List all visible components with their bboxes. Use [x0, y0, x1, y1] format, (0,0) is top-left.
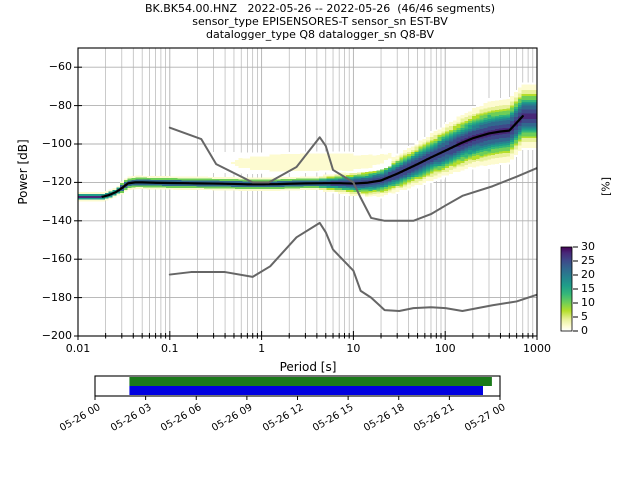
- x-tick-label: 1: [258, 342, 266, 355]
- y-tick-label: −120: [41, 175, 72, 189]
- colorbar-tick-label: 10: [581, 296, 595, 309]
- x-tick-label: 10: [346, 342, 361, 355]
- plot-background: [78, 48, 537, 336]
- ppsd-curves: [101, 115, 537, 313]
- x-tick-label: 0.01: [65, 342, 91, 355]
- colorbar-ticks: [573, 246, 578, 332]
- colorbar-tick-label: 15: [581, 282, 595, 295]
- colorbar-tick-label: 25: [581, 254, 595, 267]
- x-axis-label: Period [s]: [279, 360, 337, 374]
- x-tick-label: 0.1: [161, 342, 179, 355]
- y-tick-label: −60: [48, 60, 72, 74]
- y-tick-label: −160: [41, 252, 72, 266]
- axis-ticks: [74, 66, 538, 340]
- y-tick-label: −180: [41, 290, 72, 304]
- timeline-ticks: [94, 396, 501, 400]
- timeline-bars: [129, 377, 492, 395]
- y-tick-label: −200: [41, 329, 72, 342]
- colorbar-tick-label: 5: [581, 310, 588, 323]
- y-tick-label: −80: [48, 98, 72, 112]
- y-tick-label: −100: [41, 137, 72, 150]
- colorbar-tick-label: 20: [581, 268, 595, 281]
- title-line-1: BK.BK54.00.HNZ 2022-05-26 -- 2022-05-26 …: [144, 2, 496, 15]
- colorbar-gradient: [560, 246, 573, 332]
- title-line-2: sensor_type EPISENSORES-T sensor_sn EST-…: [192, 15, 448, 28]
- axes-frame: [77, 47, 538, 337]
- colorbar-tick-label: 0: [581, 324, 588, 337]
- x-tick-label: 100: [434, 342, 456, 355]
- y-tick-label: −140: [41, 213, 72, 227]
- colorbar-tick-label: 30: [581, 240, 595, 253]
- figure-title: BK.BK54.00.HNZ 2022-05-26 -- 2022-05-26 …: [0, 2, 640, 41]
- title-line-3: datalogger_type Q8 datalogger_sn Q8-BV: [205, 28, 435, 41]
- x-tick-label: 1000: [523, 342, 551, 355]
- grid-lines: [77, 48, 538, 337]
